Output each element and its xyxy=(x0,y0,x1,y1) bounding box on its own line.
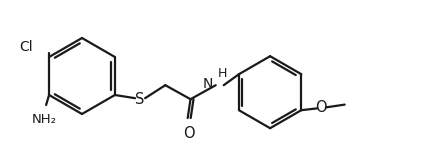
Text: O: O xyxy=(315,100,327,115)
Text: NH₂: NH₂ xyxy=(32,113,57,126)
Text: O: O xyxy=(183,126,194,141)
Text: H: H xyxy=(218,67,227,80)
Text: Cl: Cl xyxy=(19,40,33,54)
Text: N: N xyxy=(202,77,213,91)
Text: S: S xyxy=(135,92,145,107)
